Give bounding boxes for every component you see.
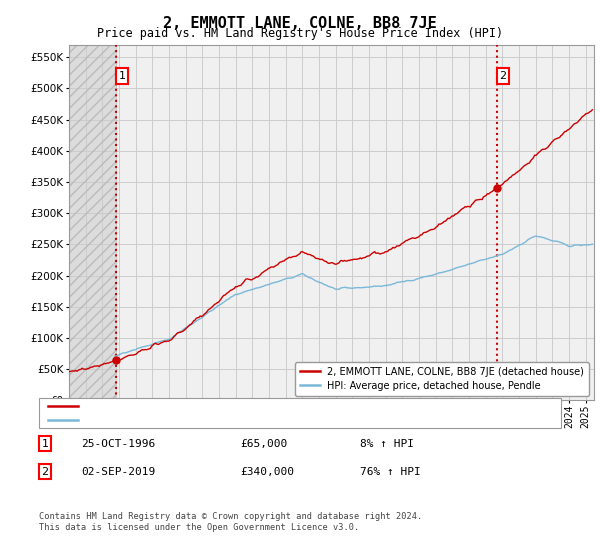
Text: 2, EMMOTT LANE, COLNE, BB8 7JE: 2, EMMOTT LANE, COLNE, BB8 7JE — [163, 16, 437, 31]
Legend: 2, EMMOTT LANE, COLNE, BB8 7JE (detached house), HPI: Average price, detached ho: 2, EMMOTT LANE, COLNE, BB8 7JE (detached… — [295, 362, 589, 395]
Text: 1: 1 — [41, 438, 49, 449]
Text: 25-OCT-1996: 25-OCT-1996 — [81, 438, 155, 449]
Text: £65,000: £65,000 — [240, 438, 287, 449]
Text: Price paid vs. HM Land Registry's House Price Index (HPI): Price paid vs. HM Land Registry's House … — [97, 27, 503, 40]
Text: 2: 2 — [499, 71, 506, 81]
Text: 2, EMMOTT LANE, COLNE, BB8 7JE (detached house): 2, EMMOTT LANE, COLNE, BB8 7JE (detached… — [84, 401, 378, 411]
Bar — [69, 45, 116, 400]
Text: 76% ↑ HPI: 76% ↑ HPI — [360, 466, 421, 477]
Text: Contains HM Land Registry data © Crown copyright and database right 2024.
This d: Contains HM Land Registry data © Crown c… — [39, 512, 422, 532]
Bar — [69, 45, 116, 400]
Text: £340,000: £340,000 — [240, 466, 294, 477]
Text: 2: 2 — [41, 466, 49, 477]
Text: HPI: Average price, detached house, Pendle: HPI: Average price, detached house, Pend… — [84, 415, 347, 425]
Text: 02-SEP-2019: 02-SEP-2019 — [81, 466, 155, 477]
Text: 1: 1 — [119, 71, 125, 81]
Text: 8% ↑ HPI: 8% ↑ HPI — [360, 438, 414, 449]
